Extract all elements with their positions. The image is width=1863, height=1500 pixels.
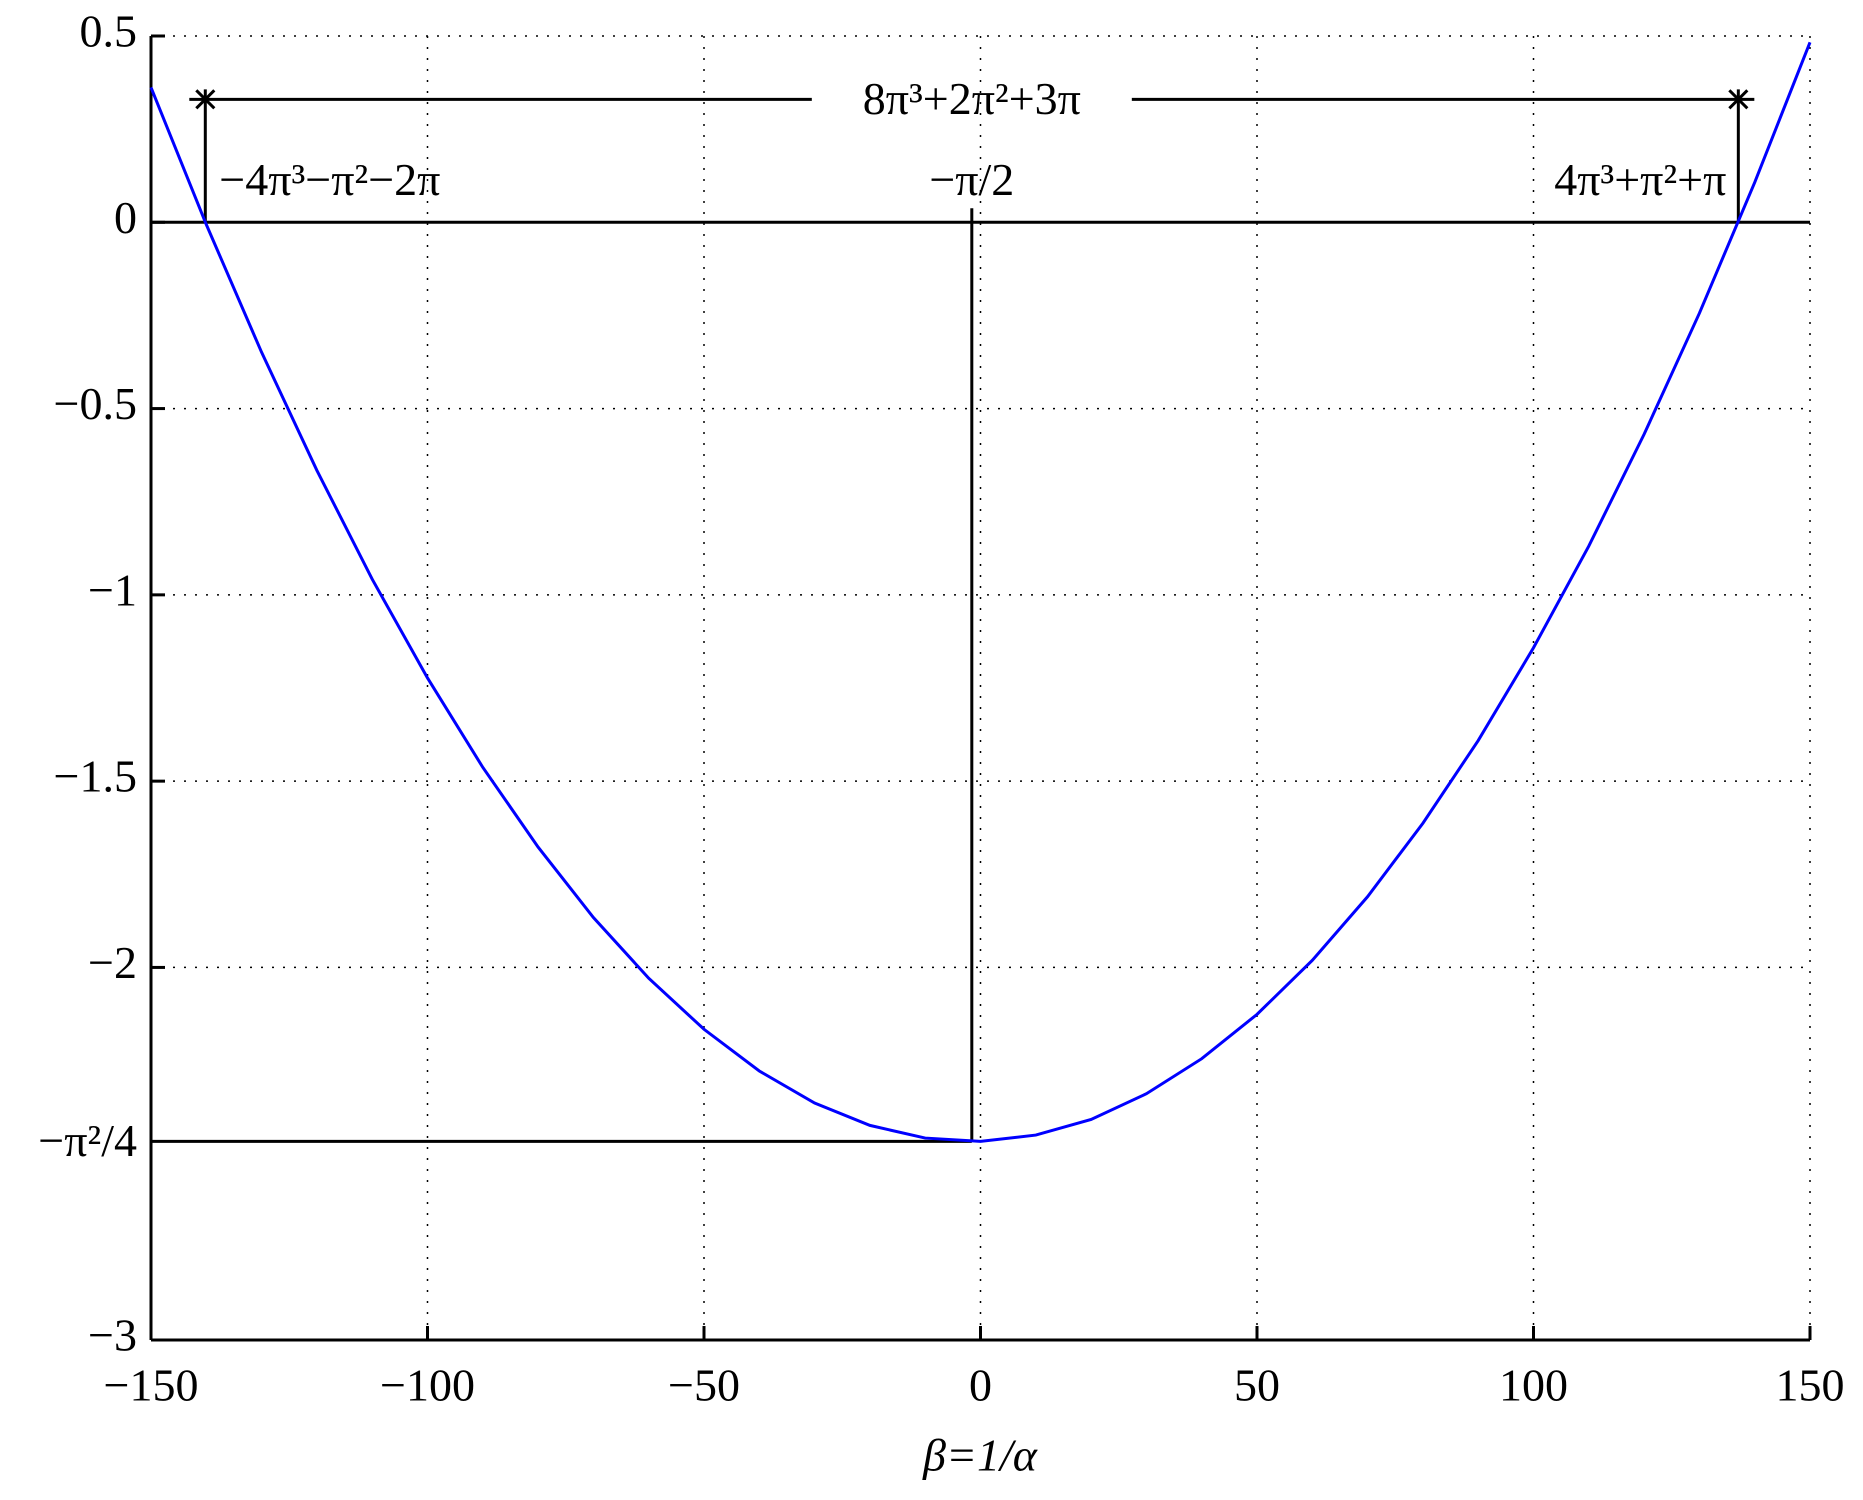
span-label: 8π³+2π²+3π xyxy=(863,73,1081,124)
vertex-y-label: −π²/4 xyxy=(38,1115,137,1166)
y-tick-label: −1.5 xyxy=(54,751,137,802)
x-tick-label: 100 xyxy=(1499,1360,1568,1411)
y-tick-label: −1 xyxy=(88,564,137,615)
x-tick-label: 0 xyxy=(969,1360,992,1411)
y-tick-label: −0.5 xyxy=(54,378,137,429)
x-axis-label: β=1/α xyxy=(922,1430,1038,1481)
y-tick-label: 0 xyxy=(114,192,137,243)
y-tick-label: −2 xyxy=(88,937,137,988)
vertex-x-label: −π/2 xyxy=(929,154,1014,205)
x-tick-label: 50 xyxy=(1234,1360,1280,1411)
x-tick-label: 150 xyxy=(1776,1360,1845,1411)
x-tick-label: −100 xyxy=(380,1360,475,1411)
curve xyxy=(149,41,1812,1143)
x-tick-label: −150 xyxy=(104,1360,199,1411)
y-tick-label: −3 xyxy=(88,1310,137,1361)
x-tick-label: −50 xyxy=(668,1360,740,1411)
root-label: −4π³−π²−2π xyxy=(219,154,440,205)
root-label: 4π³+π²+π xyxy=(1554,154,1726,205)
y-tick-label: 0.5 xyxy=(80,6,138,57)
